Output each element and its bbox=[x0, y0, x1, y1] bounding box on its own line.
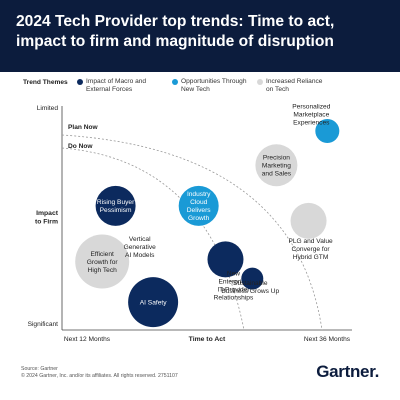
bubble-label-vertical-generative-ai-models: Vertical Generative AI Models bbox=[124, 236, 157, 259]
x-tick-label-36-months: Next 36 Months bbox=[304, 336, 351, 343]
legend-item-reliance-line-1: Increased Reliance bbox=[266, 78, 323, 85]
page-title: 2024 Tech Provider top trends: Time to a… bbox=[16, 12, 386, 52]
title-line-2: impact to firm and magnitude of disrupti… bbox=[16, 33, 334, 50]
bubble-label-ai-safety: AI Safety bbox=[140, 299, 167, 306]
legend-item-newtech-line-2: New Tech bbox=[181, 86, 210, 93]
legend: Trend Themes Impact of Macro and Externa… bbox=[0, 78, 400, 100]
bubble-label-rising-buyer-pessimism: Rising Buyer Pessimism bbox=[97, 199, 135, 214]
bubble-sustainable-business-grows-up bbox=[241, 267, 264, 290]
legend-swatch-reliance bbox=[257, 79, 263, 85]
bubble-label-precision-marketing-and-sales: Precision Marketing and Sales bbox=[262, 155, 292, 178]
y-tick-label-limited: Limited bbox=[37, 105, 59, 112]
bubble-rising-buyer-pessimism bbox=[95, 185, 136, 226]
bubble-label-personalized-marketplace-experiences: Personalized Marketplace Experiences bbox=[292, 103, 330, 126]
legend-item-macro-line-2: External Forces bbox=[86, 86, 133, 93]
legend-item-newtech: Opportunities Through New Tech bbox=[172, 78, 247, 94]
legend-item-reliance: Increased Reliance on Tech bbox=[257, 78, 323, 94]
legend-item-macro: Impact of Macro and External Forces bbox=[77, 78, 147, 94]
legend-swatch-macro bbox=[77, 79, 83, 85]
bubble-industry-cloud-delivers-growth bbox=[178, 185, 219, 226]
y-tick-label-significant: Significant bbox=[28, 321, 59, 328]
bubble-label-new-enterprise-it-provider-relationships: New Enterprise IT-Provider Relationships bbox=[214, 271, 254, 302]
zone-boundary-plan-now bbox=[61, 134, 323, 331]
legend-item-reliance-line-2: on Tech bbox=[266, 86, 289, 93]
gartner-logo: Gartner. bbox=[316, 362, 379, 381]
legend-swatch-newtech bbox=[172, 79, 178, 85]
copyright-note: © 2024 Gartner, Inc. and/or its affiliat… bbox=[21, 373, 178, 379]
bubble-label-industry-cloud-delivers-growth: Industry Cloud Delivers Growth bbox=[187, 191, 212, 222]
bubble-label-plg-and-value-converge-for-hybrid-gtm: PLG and Value Converge for Hybrid GTM bbox=[288, 238, 333, 261]
legend-item-macro-line-1: Impact of Macro and bbox=[86, 78, 147, 85]
bubble-label-efficient-growth-for-high-tech: Efficient Growth for High Tech bbox=[87, 251, 119, 274]
bubble-efficient-growth-for-high-tech bbox=[75, 234, 130, 289]
y-axis-label: Impact to Firm bbox=[35, 210, 59, 226]
footer: Source: Gartner © 2024 Gartner, Inc. and… bbox=[21, 366, 178, 380]
bubble-personalized-marketplace-experiences bbox=[315, 118, 340, 143]
legend-item-newtech-line-1: Opportunities Through bbox=[181, 78, 247, 85]
x-tick-label-12-months: Next 12 Months bbox=[64, 336, 111, 343]
legend-title: Trend Themes bbox=[23, 79, 68, 86]
zone-label-plan-now: Plan Now bbox=[68, 124, 99, 131]
bubble-label-sustainable-business-grows-up: Sustainable Business Grows Up bbox=[221, 280, 279, 295]
x-axis-label: Time to Act bbox=[189, 336, 226, 343]
bubble-ai-safety bbox=[128, 277, 179, 328]
title-banner: 2024 Tech Provider top trends: Time to a… bbox=[0, 0, 400, 72]
bubble-precision-marketing-and-sales bbox=[255, 144, 298, 187]
bubble-new-enterprise-it-provider-relationships bbox=[207, 241, 244, 278]
source-note: Source: Gartner bbox=[21, 366, 58, 372]
zone-label-do-now: Do Now bbox=[68, 143, 93, 150]
bubble-plg-and-value-converge-for-hybrid-gtm bbox=[290, 202, 327, 239]
title-line-1: 2024 Tech Provider top trends: Time to a… bbox=[16, 13, 335, 30]
